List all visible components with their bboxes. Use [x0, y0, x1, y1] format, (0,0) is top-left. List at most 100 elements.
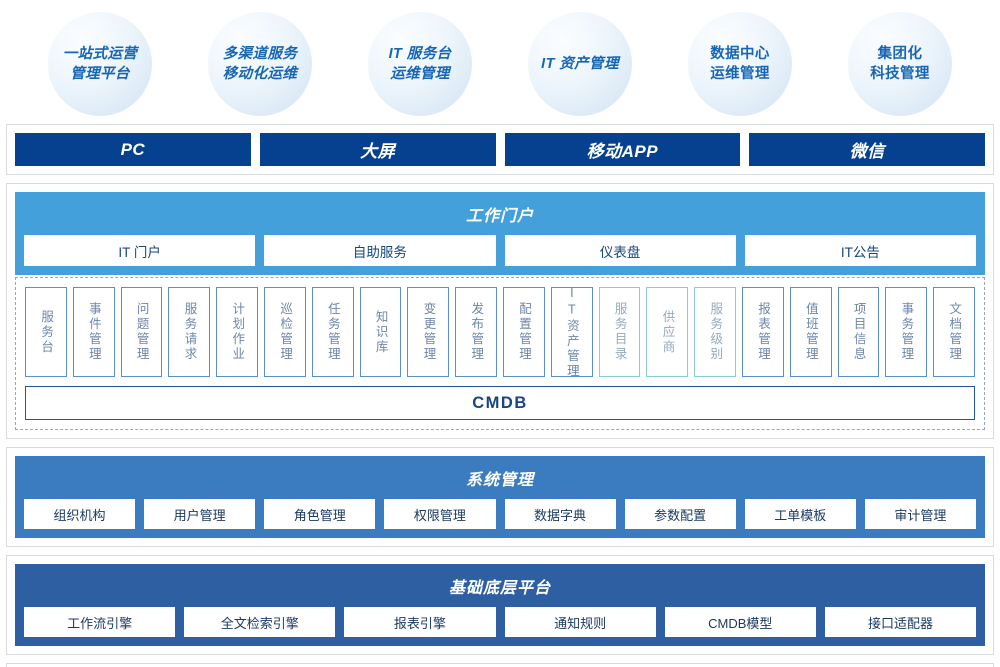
system-management-items: 组织机构 用户管理 角色管理 权限管理 数据字典 参数配置 工单模板 审计管理 [24, 499, 976, 529]
capability-bubble-line: 集团化 [877, 46, 923, 62]
core-module-label: 服务级别 [708, 302, 723, 362]
capability-bubble-line: 数据中心 [710, 46, 770, 62]
channel-item[interactable]: PC [15, 133, 251, 166]
core-module-box[interactable]: IT资产管理 [550, 285, 593, 379]
core-module-label: 变更管理 [421, 302, 436, 362]
capability-bubble: 集团化 科技管理 [848, 12, 952, 116]
base-platform-item[interactable]: 工作流引擎 [24, 607, 176, 637]
channel-item[interactable]: 移动APP [504, 133, 741, 166]
capability-bubble: IT 服务台 运维管理 [368, 12, 472, 116]
core-module-box[interactable]: 配置管理 [502, 287, 545, 377]
system-management-item[interactable]: 用户管理 [144, 499, 256, 529]
core-module-label: 值班管理 [803, 302, 818, 362]
capability-bubble: IT 资产管理 [528, 12, 632, 116]
capability-bubble-line: 一站式运营 [62, 46, 138, 62]
work-portal-items: IT 门户 自助服务 仪表盘 IT公告 [24, 235, 976, 266]
core-module-box[interactable]: 事件管理 [72, 287, 115, 377]
base-platform-item[interactable]: 报表引擎 [344, 607, 496, 637]
work-portal-band: 工作门户 IT 门户 自助服务 仪表盘 IT公告 [15, 192, 985, 275]
capability-bubble-line: 运维管理 [390, 66, 450, 82]
core-module-label: 问题管理 [134, 302, 149, 362]
core-module-box[interactable]: 供应商 [646, 287, 689, 377]
work-portal-item[interactable]: 自助服务 [264, 235, 496, 266]
core-module-label: 事务管理 [899, 302, 914, 362]
core-module-label: 发布管理 [469, 302, 484, 362]
core-module-box[interactable]: 发布管理 [455, 287, 497, 377]
cmdb-label: CMDB [472, 393, 528, 412]
system-management-item[interactable]: 权限管理 [384, 499, 496, 529]
core-module-box[interactable]: 计划作业 [216, 287, 258, 377]
integration-panel: 监控系统自动化系统AD邮件短信微信平台OACallCenter… [6, 663, 994, 667]
capability-bubble-line: 多渠道服务 [222, 46, 298, 62]
system-management-band: 系统管理 组织机构 用户管理 角色管理 权限管理 数据字典 参数配置 工单模板 审计管理 [15, 456, 985, 538]
system-management-item[interactable]: 数据字典 [504, 499, 616, 529]
system-management-item[interactable]: 角色管理 [264, 499, 376, 529]
core-module-box[interactable]: 知识库 [359, 287, 402, 377]
capability-bubble-row: 一站式运营 管理平台 多渠道服务 移动化运维 IT 服务台 运维管理 IT 资产管理 数据中心… [0, 0, 1000, 124]
core-module-label: 服务目录 [612, 302, 627, 362]
core-module-box[interactable]: 事务管理 [885, 287, 928, 377]
core-module-label: 文档管理 [947, 302, 962, 362]
capability-bubble-line: 移动化运维 [222, 66, 298, 82]
work-portal-item[interactable]: IT公告 [744, 235, 976, 266]
system-management-item[interactable]: 工单模板 [744, 499, 856, 529]
base-platform-title: 基础底层平台 [448, 580, 551, 597]
core-module-box[interactable]: 变更管理 [407, 287, 450, 377]
system-management-title: 系统管理 [465, 472, 534, 489]
base-platform-panel: 基础底层平台 工作流引擎 全文检索引擎 报表引擎 通知规则 CMDB模型 接口适配器 [6, 555, 994, 655]
work-portal-title: 工作门户 [465, 208, 534, 225]
core-module-label: 报表管理 [756, 302, 771, 362]
capability-bubble-line: 管理平台 [70, 66, 130, 82]
core-module-box[interactable]: 值班管理 [789, 287, 832, 377]
core-module-label: 计划作业 [230, 302, 245, 362]
channel-item[interactable]: 微信 [749, 133, 985, 166]
core-module-box[interactable]: 服务目录 [598, 287, 641, 377]
base-platform-band: 基础底层平台 工作流引擎 全文检索引擎 报表引擎 通知规则 CMDB模型 接口适配器 [15, 564, 985, 646]
core-module-box[interactable]: 报表管理 [741, 287, 784, 377]
channel-panel: PC 大屏 移动APP 微信 [6, 124, 994, 175]
capability-bubble-line: IT 服务台 [388, 46, 452, 62]
core-module-box[interactable]: 服务台 [25, 287, 67, 377]
core-module-box[interactable]: 服务级别 [694, 287, 736, 377]
core-module-label: 知识库 [373, 309, 388, 355]
capability-bubble-line: IT 资产管理 [541, 56, 619, 72]
capability-bubble: 一站式运营 管理平台 [48, 12, 152, 116]
core-module-label: 供应商 [660, 309, 675, 355]
cmdb-box[interactable]: CMDB [25, 386, 975, 420]
capability-bubble: 数据中心 运维管理 [688, 12, 792, 116]
core-module-box[interactable]: 巡检管理 [263, 287, 306, 377]
core-module-box[interactable]: 服务请求 [168, 287, 211, 377]
system-management-item[interactable]: 审计管理 [864, 499, 976, 529]
base-platform-item[interactable]: 接口适配器 [824, 607, 977, 637]
portal-and-core-panel: 工作门户 IT 门户 自助服务 仪表盘 IT公告 服务台 事件管理 问题管理 服务请求 计划作… [6, 183, 994, 439]
core-modules-container: 服务台 事件管理 问题管理 服务请求 计划作业 巡检管理 任务管理 知识库 变更管理 发布管理 配置… [15, 277, 985, 430]
base-platform-item[interactable]: 通知规则 [504, 607, 656, 637]
work-portal-item[interactable]: IT 门户 [24, 235, 256, 266]
core-module-box[interactable]: 问题管理 [120, 287, 163, 377]
core-module-label: IT资产管理 [564, 285, 579, 379]
core-modules-row: 服务台 事件管理 问题管理 服务请求 计划作业 巡检管理 任务管理 知识库 变更管理 发布管理 配置… [25, 285, 975, 379]
capability-bubble: 多渠道服务移动化运维 [208, 12, 312, 116]
core-module-box[interactable]: 项目信息 [837, 287, 880, 377]
channel-item[interactable]: 大屏 [259, 133, 496, 166]
core-module-label: 项目信息 [851, 302, 866, 362]
base-platform-item[interactable]: CMDB模型 [664, 607, 816, 637]
base-platform-item[interactable]: 全文检索引擎 [184, 607, 336, 637]
system-management-item[interactable]: 组织机构 [24, 499, 136, 529]
core-module-label: 服务台 [39, 309, 54, 355]
work-portal-item[interactable]: 仪表盘 [504, 235, 736, 266]
capability-bubble-line: 运维管理 [710, 66, 770, 82]
channel-row: PC 大屏 移动APP 微信 [15, 133, 985, 166]
base-platform-items: 工作流引擎 全文检索引擎 报表引擎 通知规则 CMDB模型 接口适配器 [24, 607, 977, 637]
core-module-box[interactable]: 任务管理 [311, 287, 354, 377]
core-module-box[interactable]: 文档管理 [933, 287, 975, 377]
system-management-panel: 系统管理 组织机构 用户管理 角色管理 权限管理 数据字典 参数配置 工单模板 审计管理 [6, 447, 994, 547]
core-module-label: 事件管理 [86, 302, 101, 362]
core-module-label: 巡检管理 [278, 302, 293, 362]
core-module-label: 服务请求 [182, 302, 197, 362]
core-module-label: 任务管理 [325, 302, 340, 362]
capability-bubble-line: 科技管理 [870, 66, 930, 82]
core-module-label: 配置管理 [517, 302, 532, 362]
system-management-item[interactable]: 参数配置 [624, 499, 736, 529]
